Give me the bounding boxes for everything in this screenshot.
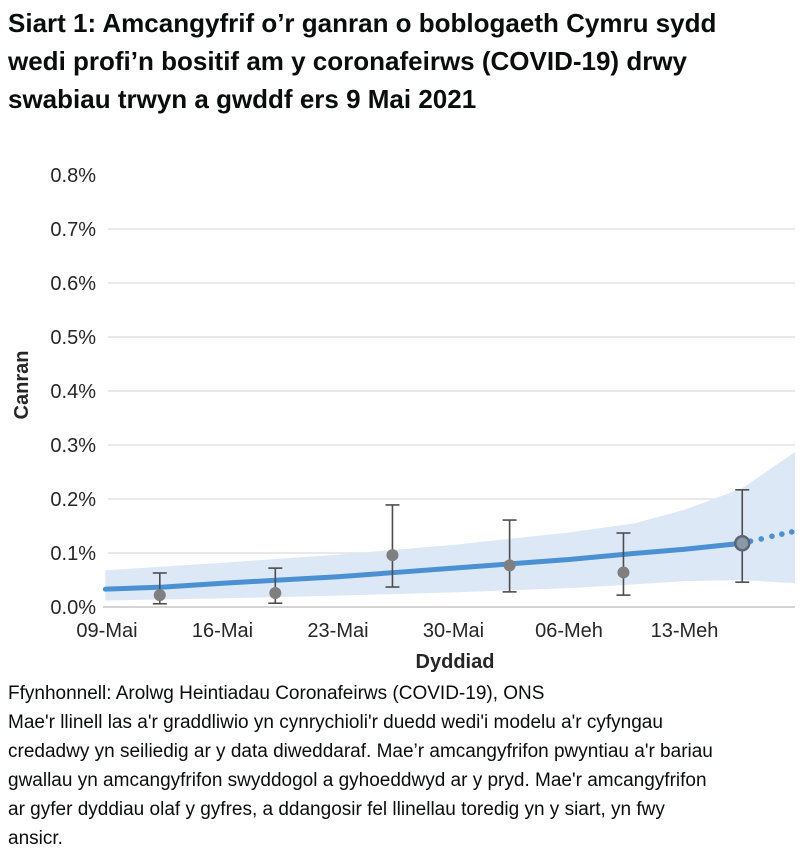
methodology-note: Mae'r llinell las a'r graddliwio yn cynr… (8, 712, 713, 849)
y-tick-label: 0.0% (50, 597, 96, 619)
y-tick-label: 0.7% (50, 219, 96, 241)
y-tick-label: 0.5% (50, 327, 96, 349)
y-axis-title: Canran (11, 351, 33, 420)
chart-title: Siart 1: Amcangyfrif o’r ganran o boblog… (8, 8, 717, 114)
source-note: Ffynhonnell: Arolwg Heintiadau Coronafei… (8, 683, 545, 704)
credible-band (105, 452, 796, 601)
y-tick-label: 0.2% (50, 489, 96, 511)
estimate-point (617, 566, 630, 579)
estimate-point (269, 586, 282, 599)
x-tick-label: 23-Mai (307, 620, 368, 642)
trend-line-dotted-segment (788, 529, 795, 535)
estimate-point (386, 549, 399, 562)
estimate-point-ring (734, 535, 751, 552)
x-tick-label: 09-Mai (76, 620, 137, 642)
x-tick-label: 13-Meh (651, 620, 719, 642)
y-tick-label: 0.1% (50, 543, 96, 565)
x-tick-label: 06-Meh (535, 620, 603, 642)
y-tick-label: 0.4% (50, 381, 96, 403)
y-tick-label: 0.3% (50, 435, 96, 457)
chart-footer: Ffynhonnell: Arolwg Heintiadau Coronafei… (8, 679, 724, 853)
trend-line (102, 540, 745, 592)
trend-line-dotted-segment (769, 533, 775, 540)
x-axis-title: Dyddiad (416, 651, 495, 673)
trend-line-dotted-segment (758, 536, 765, 542)
y-tick-label: 0.6% (50, 273, 96, 295)
estimate-point (503, 559, 516, 572)
estimate-point (153, 589, 166, 602)
x-tick-label: 16-Mai (192, 620, 253, 642)
trend-line-dotted-segment (779, 531, 785, 537)
x-tick-label: 30-Mai (423, 620, 484, 642)
y-tick-label: 0.8% (50, 165, 96, 187)
